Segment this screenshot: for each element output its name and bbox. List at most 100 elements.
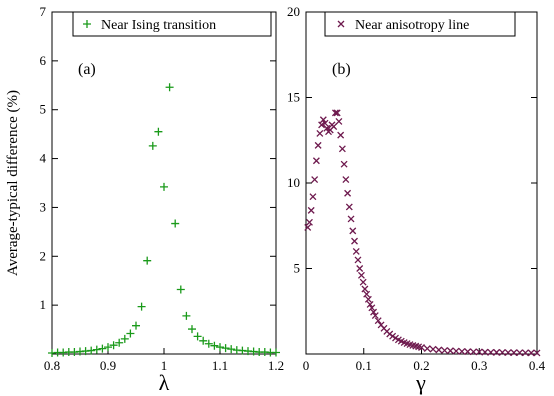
panel-b-markers — [304, 109, 541, 357]
data-point — [349, 227, 357, 235]
data-point — [312, 157, 320, 165]
data-point — [304, 224, 312, 231]
data-point — [458, 347, 466, 355]
panel-b-ticks: 0 0.1 0.2 0.3 0.4 5 10 15 20 — [287, 4, 546, 373]
data-point — [374, 317, 382, 325]
data-point — [364, 295, 372, 303]
data-point — [510, 349, 518, 357]
x-tick-label: 1.2 — [268, 358, 284, 373]
data-point — [493, 348, 501, 356]
data-point — [441, 346, 449, 354]
data-point — [352, 247, 360, 255]
x-tick-label: 0.1 — [356, 358, 372, 373]
data-point — [357, 271, 365, 279]
data-point — [311, 176, 319, 184]
data-point — [435, 346, 443, 354]
data-point — [148, 141, 157, 150]
data-point — [368, 304, 376, 312]
data-point — [318, 121, 326, 129]
data-point — [335, 117, 343, 125]
panel-b-x-axis-label: γ — [415, 370, 426, 395]
data-point — [370, 308, 378, 316]
panel-b-legend-label: Near anisotropy line — [355, 18, 469, 33]
data-point — [132, 321, 140, 330]
panel-b-legend-marker — [337, 20, 345, 28]
y-tick-label: 1 — [40, 297, 47, 312]
legend-marker-symbol — [83, 20, 91, 28]
panel-a-x-axis-label: λ — [159, 370, 170, 395]
data-point — [193, 332, 202, 341]
y-tick-label: 20 — [287, 4, 300, 19]
data-point — [87, 346, 96, 355]
y-tick-label: 3 — [40, 199, 47, 214]
panel-a-legend-marker — [83, 20, 91, 28]
data-point — [188, 325, 196, 334]
data-point — [109, 341, 118, 350]
data-point — [504, 349, 512, 357]
data-point — [331, 109, 339, 117]
data-point — [354, 256, 362, 264]
data-point — [314, 141, 322, 149]
data-point — [323, 124, 331, 132]
data-point — [337, 131, 345, 139]
data-point — [342, 176, 350, 184]
data-point — [475, 348, 483, 356]
panel-a-legend-box — [72, 11, 272, 37]
data-point — [481, 348, 489, 356]
data-point — [516, 349, 524, 357]
data-point — [160, 182, 168, 191]
data-point — [316, 129, 324, 137]
panel-a: 0.8 0.9 1 1.1 1.2 1 2 3 4 5 6 7 (a) Average-typical… — [5, 4, 284, 395]
data-point — [521, 349, 529, 357]
panel-b-tag: (b) — [332, 61, 351, 78]
data-point — [533, 349, 541, 357]
x-tick-label: 1 — [161, 358, 168, 373]
x-tick-label: 0.8 — [44, 358, 60, 373]
x-tick-label: 0.4 — [529, 358, 546, 373]
y-tick-label: 5 — [294, 261, 301, 276]
panel-b-legend: Near anisotropy line — [324, 11, 516, 37]
data-point — [361, 285, 369, 293]
data-point — [344, 189, 352, 197]
legend-marker-symbol — [337, 20, 345, 28]
data-point — [366, 300, 374, 308]
data-point — [210, 341, 219, 350]
data-point — [143, 256, 152, 265]
data-point — [470, 348, 477, 356]
panel-b-legend-box — [324, 11, 516, 37]
data-point — [199, 336, 208, 345]
data-point — [321, 119, 329, 127]
data-point — [137, 302, 146, 311]
data-point — [340, 160, 348, 168]
y-tick-label: 5 — [40, 102, 47, 117]
data-point — [204, 339, 213, 348]
data-point — [359, 278, 367, 286]
data-point — [182, 311, 191, 320]
data-point — [126, 329, 135, 338]
data-point — [464, 348, 472, 356]
data-point — [423, 345, 431, 352]
data-point — [272, 348, 280, 357]
y-tick-label: 2 — [40, 248, 47, 263]
data-point — [429, 345, 437, 353]
panel-a-legend-label: Near Ising transition — [101, 18, 216, 33]
y-tick-label: 10 — [287, 175, 300, 190]
data-point — [171, 219, 180, 228]
data-point — [221, 344, 230, 353]
y-tick-label: 6 — [40, 53, 47, 68]
panel-a-ticks: 0.8 0.9 1 1.1 1.2 1 2 3 4 5 6 7 — [40, 4, 285, 373]
data-point — [227, 345, 236, 354]
x-tick-label: 0.2 — [413, 358, 429, 373]
data-point — [452, 347, 460, 355]
data-point — [104, 343, 112, 352]
data-point — [165, 83, 174, 92]
data-point — [338, 145, 346, 153]
data-point — [115, 338, 124, 347]
data-point — [330, 123, 338, 131]
data-point — [92, 345, 101, 354]
panel-a-markers — [48, 83, 280, 358]
data-point — [345, 203, 353, 211]
data-point — [306, 218, 313, 226]
panel-a-y-axis-label: Average-typical difference (%) — [5, 90, 21, 276]
